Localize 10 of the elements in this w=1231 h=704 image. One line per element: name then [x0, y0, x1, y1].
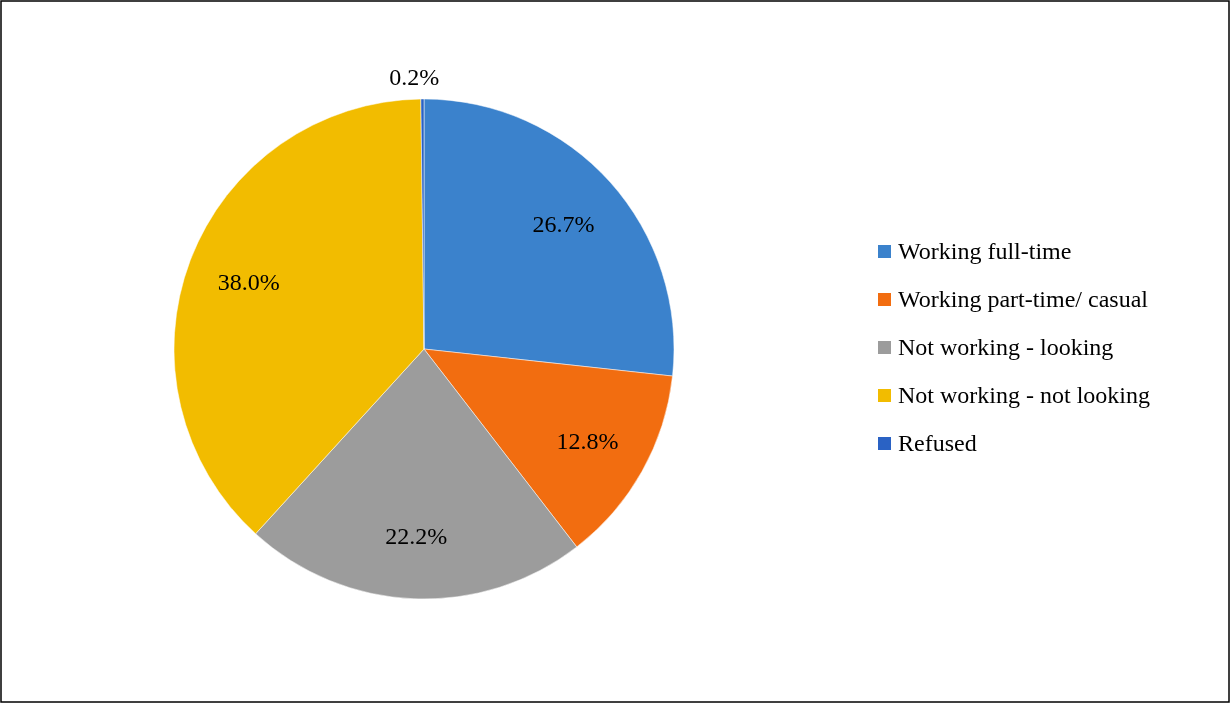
data-label: 22.2%: [385, 523, 448, 550]
data-label: 0.2%: [389, 64, 440, 91]
legend-label: Working full-time: [898, 238, 1072, 264]
legend-label: Working part-time/ casual: [898, 286, 1149, 312]
data-label: 12.8%: [556, 427, 619, 454]
legend-label: Not working - not looking: [898, 382, 1150, 408]
data-label: 26.7%: [532, 210, 595, 237]
legend-label: Refused: [898, 430, 977, 456]
data-label: 38.0%: [217, 269, 280, 296]
legend-label: Not working - looking: [898, 334, 1114, 360]
